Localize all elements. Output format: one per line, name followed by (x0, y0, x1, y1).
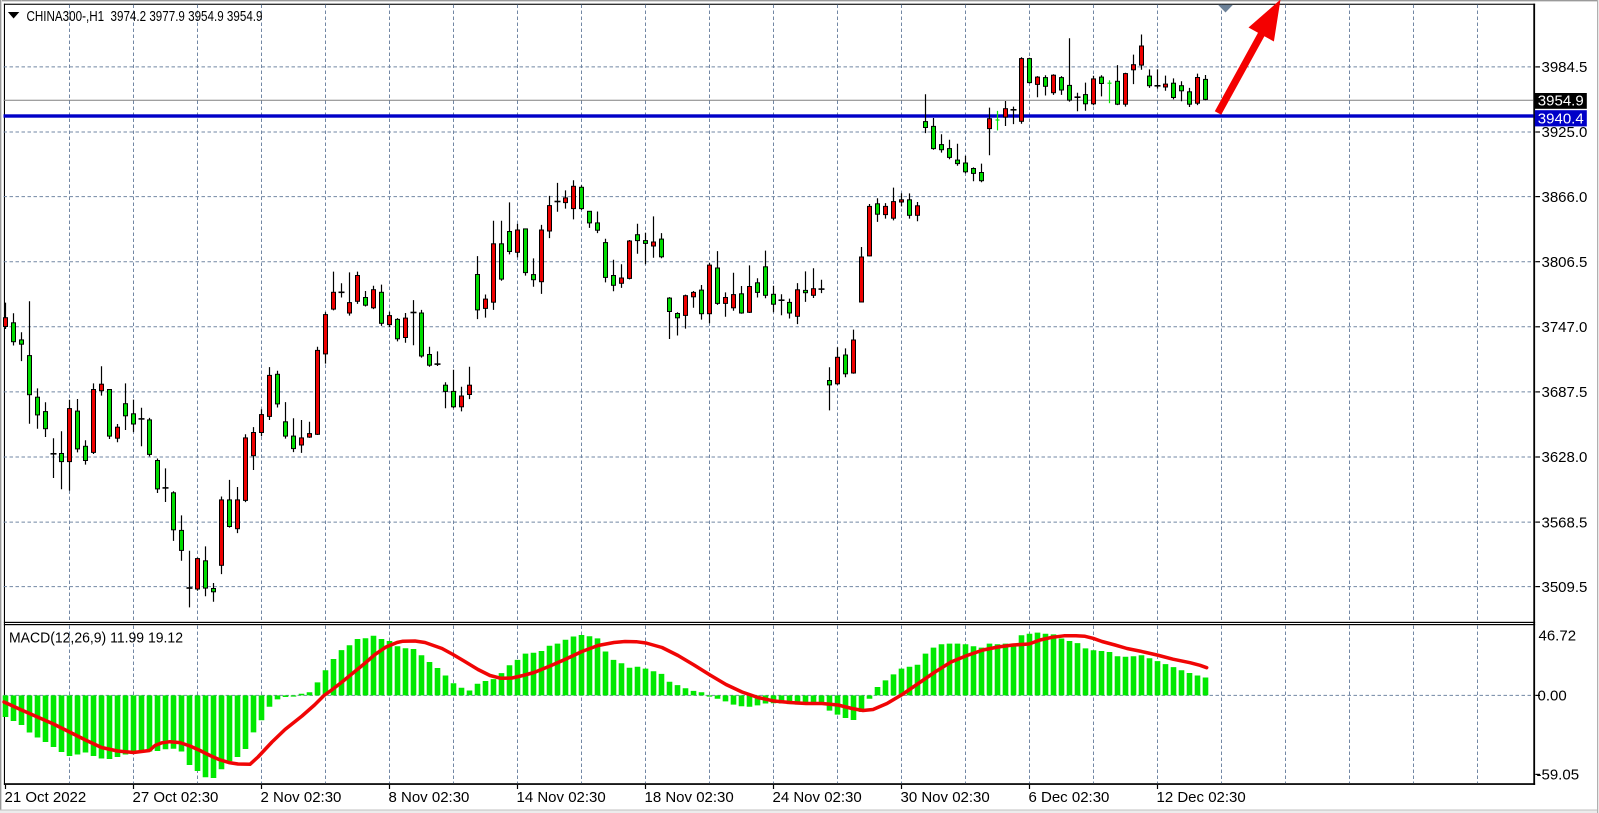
svg-text:0.00: 0.00 (1538, 688, 1567, 705)
svg-text:CHINA300-,H1 3974.2 3977.9 39: CHINA300-,H1 3974.2 3977.9 3954.9 3954.9 (27, 9, 263, 25)
svg-text:3628.0: 3628.0 (1542, 449, 1588, 466)
svg-text:14 Nov 02:30: 14 Nov 02:30 (517, 789, 606, 806)
svg-text:6 Dec 02:30: 6 Dec 02:30 (1029, 789, 1110, 806)
svg-text:-59.05: -59.05 (1537, 767, 1580, 784)
svg-text:46.72: 46.72 (1539, 627, 1577, 644)
svg-text:12 Dec 02:30: 12 Dec 02:30 (1157, 789, 1246, 806)
svg-text:2 Nov 02:30: 2 Nov 02:30 (261, 789, 342, 806)
svg-text:3687.5: 3687.5 (1542, 384, 1588, 401)
svg-text:27 Oct 02:30: 27 Oct 02:30 (133, 789, 219, 806)
svg-text:21 Oct 2022: 21 Oct 2022 (5, 789, 87, 806)
svg-text:MACD(12,26,9) 11.99 19.12: MACD(12,26,9) 11.99 19.12 (9, 631, 183, 647)
svg-text:8 Nov 02:30: 8 Nov 02:30 (389, 789, 470, 806)
svg-text:24 Nov 02:30: 24 Nov 02:30 (773, 789, 862, 806)
svg-text:3568.5: 3568.5 (1542, 514, 1588, 531)
svg-text:3747.0: 3747.0 (1542, 319, 1588, 336)
svg-text:30 Nov 02:30: 30 Nov 02:30 (901, 789, 990, 806)
svg-text:3866.0: 3866.0 (1542, 189, 1588, 206)
svg-text:18 Nov 02:30: 18 Nov 02:30 (645, 789, 734, 806)
svg-text:3509.5: 3509.5 (1542, 579, 1588, 596)
svg-text:3940.4: 3940.4 (1538, 110, 1584, 127)
svg-text:3954.9: 3954.9 (1538, 93, 1584, 110)
svg-text:3925.0: 3925.0 (1542, 124, 1588, 141)
svg-text:3984.5: 3984.5 (1542, 59, 1588, 76)
svg-text:3806.5: 3806.5 (1542, 254, 1588, 271)
